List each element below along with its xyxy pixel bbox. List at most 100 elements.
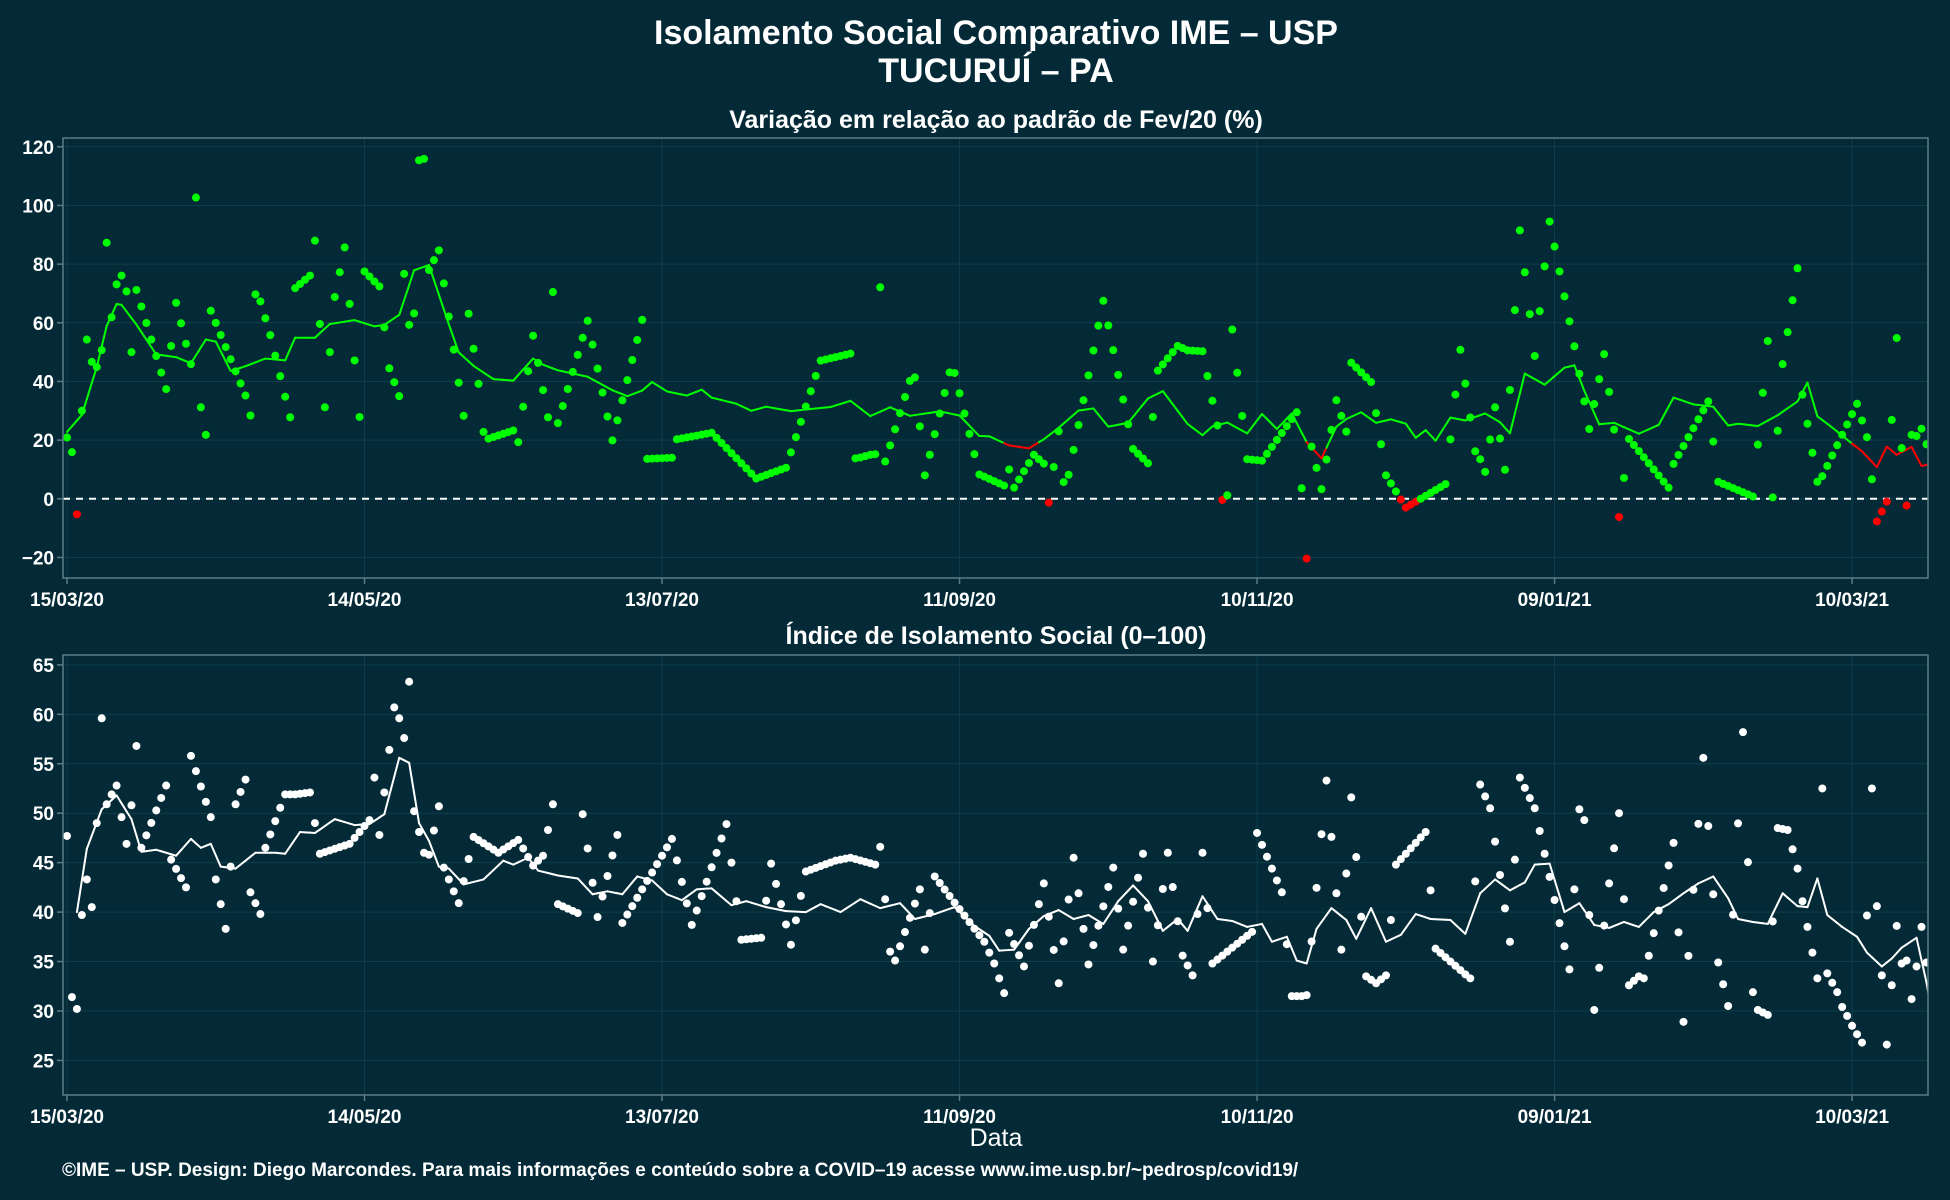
data-point (1109, 346, 1118, 355)
moving-average-segment (576, 877, 584, 885)
moving-average-segment (452, 337, 460, 354)
data-point (529, 331, 538, 340)
moving-average-segment (1712, 875, 1720, 885)
data-point (980, 937, 989, 946)
data-point (1129, 444, 1138, 453)
data-point (534, 358, 543, 367)
moving-average-segment (1811, 398, 1819, 418)
data-point (727, 449, 736, 458)
data-point (900, 393, 909, 402)
moving-average-segment (497, 859, 505, 867)
moving-average-segment (388, 775, 396, 797)
data-point (990, 959, 999, 968)
data-point (618, 918, 627, 927)
moving-average-segment (1449, 918, 1457, 926)
moving-average-segment (1920, 959, 1928, 984)
data-point (1381, 471, 1390, 480)
moving-average-segment (1870, 460, 1878, 469)
data-point (658, 851, 667, 860)
data-point (1813, 974, 1822, 983)
data-point (390, 703, 399, 712)
data-point (1272, 876, 1281, 885)
data-point (1763, 336, 1772, 345)
moving-average-segment (467, 360, 475, 367)
moving-average-segment (1637, 920, 1645, 928)
moving-average-segment (452, 872, 460, 881)
moving-average-segment (1861, 450, 1868, 458)
data-point (1198, 347, 1207, 356)
data-point (742, 464, 751, 473)
moving-average-segment (1474, 892, 1482, 908)
data-point (1565, 965, 1574, 974)
data-point (1803, 922, 1812, 931)
moving-average-segment (487, 869, 495, 876)
panel-indice: 25 30 35 40 45 50 55 60 65 15/03/20 14/05/20 13/07/… (30, 654, 1929, 1128)
data-point (216, 330, 225, 339)
moving-average-segment (1142, 894, 1149, 903)
moving-average-segment (626, 881, 634, 890)
x-tick-label: 10/03/21 (1815, 590, 1889, 611)
data-point (325, 348, 334, 357)
data-point (1515, 226, 1524, 235)
data-point (1287, 415, 1296, 424)
data-point (896, 409, 905, 418)
data-point (395, 714, 404, 723)
data-point (1843, 420, 1852, 429)
data-point (1813, 477, 1822, 486)
data-point (370, 277, 379, 286)
moving-average-segment (1553, 878, 1561, 897)
data-point (1853, 399, 1862, 408)
moving-average-segment (110, 303, 118, 317)
moving-average-segment (1865, 951, 1873, 959)
data-point (900, 928, 909, 937)
moving-average-segment (1791, 400, 1799, 406)
moving-average-segment (1583, 389, 1591, 403)
data-point (583, 316, 592, 325)
moving-average-segment (1484, 883, 1492, 890)
data-point (1446, 435, 1455, 444)
data-point (1610, 425, 1619, 434)
moving-average-segment (1806, 891, 1814, 909)
data-point (132, 741, 141, 750)
moving-average-segment (1132, 884, 1140, 892)
moving-average-segment (1717, 882, 1725, 892)
data-point (236, 787, 245, 796)
data-point (1828, 978, 1837, 987)
data-point (886, 947, 895, 956)
data-point (1619, 895, 1628, 904)
data-point (315, 319, 324, 328)
data-point (1411, 838, 1420, 847)
moving-average-segment (1672, 895, 1680, 902)
data-point (92, 819, 101, 828)
data-point (1902, 501, 1911, 510)
moving-average-segment (403, 284, 411, 302)
data-point (122, 839, 131, 848)
data-point (191, 193, 200, 202)
moving-average-segment (185, 837, 192, 846)
moving-average-segment (1166, 396, 1174, 406)
data-point (648, 868, 657, 877)
data-point (1694, 415, 1703, 424)
moving-average-segment (66, 425, 73, 433)
data-point (231, 800, 240, 809)
moving-average-segment (1251, 419, 1259, 428)
data-point (1481, 467, 1490, 476)
data-point (182, 883, 191, 892)
data-point (786, 940, 795, 949)
data-point (1391, 860, 1400, 869)
moving-average-segment (284, 845, 292, 855)
moving-average-segment (651, 879, 659, 887)
moving-average-segment (135, 323, 143, 334)
moving-average-segment (85, 382, 93, 400)
y-tick-label: 100 (22, 196, 54, 217)
data-point (107, 790, 116, 799)
y-tick-label: 120 (22, 138, 54, 159)
data-point (271, 351, 280, 360)
data-point (717, 834, 726, 843)
data-point (950, 898, 959, 907)
data-point (767, 859, 776, 868)
moving-average-segment (1181, 923, 1189, 932)
y-tick-label: −20 (22, 548, 54, 569)
data-point (1024, 941, 1033, 950)
